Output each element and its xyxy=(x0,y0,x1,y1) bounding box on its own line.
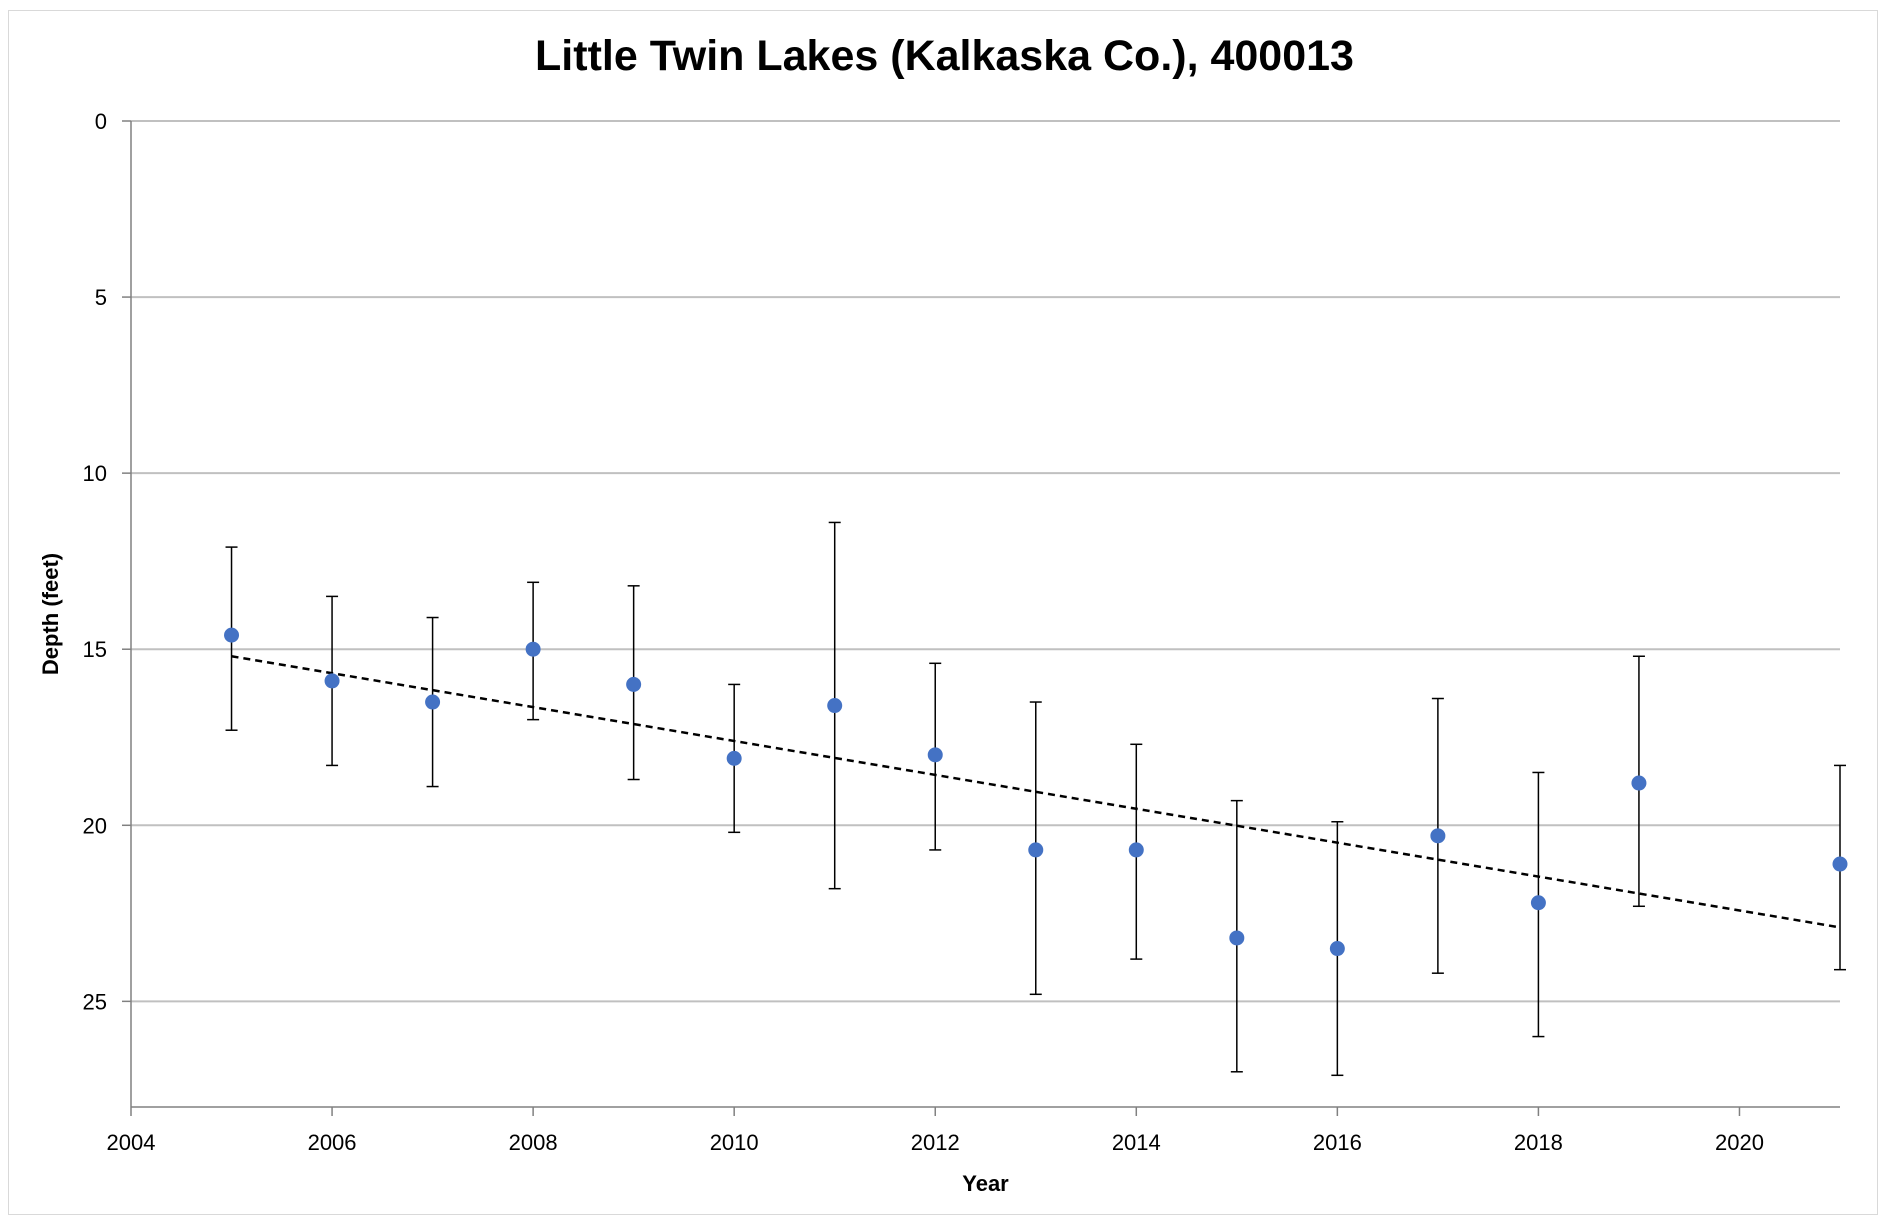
data-point xyxy=(1229,930,1245,946)
axes xyxy=(122,120,1840,1116)
x-tick-label: 2016 xyxy=(1313,1130,1362,1155)
data-point xyxy=(1028,842,1044,858)
data-point xyxy=(927,747,943,763)
chart-title: Little Twin Lakes (Kalkaska Co.), 400013 xyxy=(535,32,1354,80)
y-tick-label: 5 xyxy=(95,285,107,310)
data-point xyxy=(324,673,340,689)
data-point xyxy=(425,694,441,710)
data-point xyxy=(1530,895,1546,911)
gridlines xyxy=(131,120,1840,1003)
x-tick-label: 2010 xyxy=(710,1130,759,1155)
data-point xyxy=(1430,828,1446,844)
data-point xyxy=(525,641,541,657)
trendline-group xyxy=(231,655,1841,929)
y-tick-label: 15 xyxy=(83,637,107,662)
data-point xyxy=(1329,941,1345,957)
error-bars xyxy=(225,521,1846,1077)
data-point xyxy=(1128,842,1144,858)
x-tick-label: 2004 xyxy=(107,1130,156,1155)
y-axis-title: Depth (feet) xyxy=(38,553,63,675)
x-axis-title: Year xyxy=(962,1171,1009,1196)
data-point xyxy=(726,750,742,766)
data-point xyxy=(224,627,240,643)
x-tick-label: 2006 xyxy=(308,1130,357,1155)
y-tick-label: 25 xyxy=(83,989,107,1014)
x-tick-label: 2014 xyxy=(1112,1130,1161,1155)
x-tick-label: 2008 xyxy=(509,1130,558,1155)
data-point xyxy=(1631,775,1647,791)
tick-labels: 0 5 10 15 20 25 2004 2006 2008 2010 2012 2014 2016 20… xyxy=(83,109,1764,1155)
trendline xyxy=(231,655,1841,929)
y-tick-label: 0 xyxy=(95,109,107,134)
data-point xyxy=(827,698,843,714)
data-points xyxy=(224,627,1848,957)
data-point xyxy=(1832,856,1848,872)
y-tick-label: 20 xyxy=(83,813,107,838)
y-tick-label: 10 xyxy=(83,461,107,486)
chart-area xyxy=(8,10,1878,1215)
data-point xyxy=(626,676,642,692)
x-tick-label: 2012 xyxy=(911,1130,960,1155)
x-tick-label: 2018 xyxy=(1514,1130,1563,1155)
x-tick-label: 2020 xyxy=(1715,1130,1764,1155)
